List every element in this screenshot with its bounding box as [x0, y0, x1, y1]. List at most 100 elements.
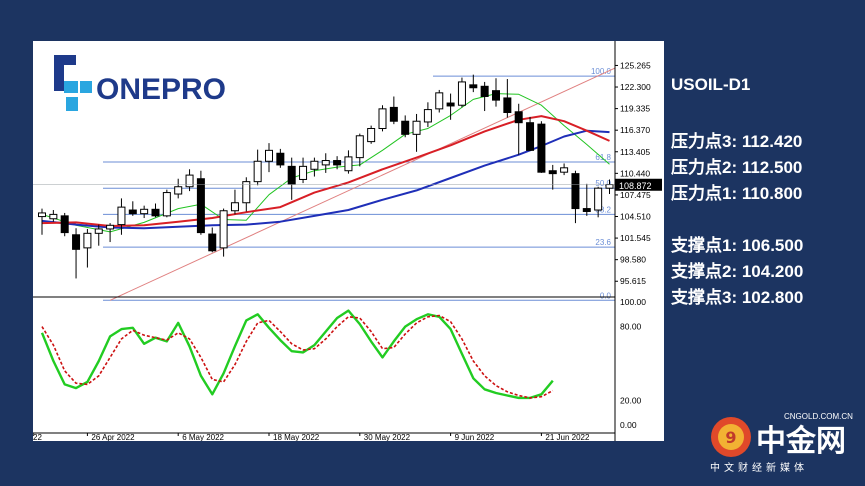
resistance-1: 压力点1: 110.800: [671, 184, 803, 203]
candle-bull: [435, 92, 444, 110]
time-tick-label: 9 Jun 2022: [455, 433, 495, 441]
price-pane: 100.0 61.8 50.0 38.2 23.6 0.0: [33, 67, 616, 301]
stochastic-tick-label: 100.00: [620, 297, 646, 307]
candle-bear: [469, 84, 478, 89]
support-2: 支撑点2: 104.200: [671, 262, 804, 281]
candle-bull: [321, 160, 330, 166]
svg-text:9: 9: [725, 428, 736, 447]
price-tick-label: 98.580: [620, 255, 646, 265]
candle-bull: [106, 224, 115, 230]
candle-bear: [196, 178, 205, 234]
candle-bear: [72, 234, 81, 250]
candle-bear: [526, 122, 535, 151]
chart-background: [33, 41, 664, 441]
candle-bull: [162, 192, 171, 217]
fib-level-label: 0.0: [600, 291, 612, 300]
candle-bear: [446, 102, 455, 107]
candle-bull: [605, 184, 614, 189]
fib-level-label: 38.2: [595, 205, 611, 214]
cngold-url: CNGOLD.COM.CN: [784, 412, 853, 421]
candle-bear: [571, 173, 580, 210]
candle-bear: [389, 106, 398, 122]
candle-bull: [38, 212, 46, 218]
candle-bear: [128, 209, 137, 215]
candle-bull: [367, 128, 376, 143]
stochastic-tick-label: 20.00: [620, 395, 642, 405]
candle-bull: [265, 149, 273, 162]
candle-bear: [514, 111, 523, 124]
price-tick-label: 107.475: [620, 190, 651, 200]
onepro-logo-icon: [54, 55, 92, 111]
fib-level-label: 61.8: [595, 153, 611, 162]
trendline: [109, 67, 616, 301]
stochastic-main-line: [40, 309, 554, 400]
price-tick-label: 104.510: [620, 212, 651, 222]
cngold-logo-icon: 9: [711, 417, 751, 457]
candle-bear: [537, 123, 546, 173]
candle-bull: [355, 135, 364, 159]
candle-bear: [401, 120, 410, 135]
candle-bull: [253, 160, 262, 183]
time-tick-label: 22: [33, 433, 42, 441]
onepro-logo: ONEPRO: [46, 53, 236, 117]
candle-bear: [151, 208, 160, 217]
support-3: 支撑点3: 102.800: [671, 288, 804, 307]
price-tick-label: 113.405: [620, 147, 650, 157]
resistance-3: 压力点3: 112.420: [671, 132, 803, 151]
candle-bull: [423, 109, 432, 123]
candle-bear: [548, 170, 557, 175]
candle-bull: [174, 186, 183, 195]
stochastic-tick-label: 80.00: [620, 322, 642, 332]
fib-level-label: 50.0: [595, 179, 611, 188]
stochastic-signal-line: [41, 314, 554, 399]
candle-bull: [185, 174, 194, 188]
axes: 108.872 125.265 122.300 119.335 116.370 113.4…: [33, 41, 662, 441]
price-tick-label: 122.300: [620, 82, 651, 92]
time-tick-label: 21 Jun 2022: [545, 433, 590, 441]
candle-bull: [344, 156, 353, 172]
candle-bull: [140, 208, 149, 215]
stochastic-tick-label: 0.00: [620, 420, 637, 430]
candle-bull: [117, 206, 126, 226]
current-price-label: 108.872: [619, 181, 652, 191]
candle-bull: [594, 187, 603, 211]
candle-bull: [412, 120, 421, 135]
candle-bear: [208, 233, 217, 252]
candle-bear: [276, 152, 285, 166]
fib-level-label: 100.0: [591, 67, 612, 76]
candle-bull: [94, 228, 103, 234]
cngold-watermark: 9 CNGOLD.COM.CN 中金网 中文财经新媒体: [708, 412, 858, 476]
candle-bull: [560, 167, 569, 173]
time-tick-label: 30 May 2022: [364, 433, 411, 441]
resistance-2: 压力点2: 112.500: [671, 158, 803, 177]
candle-bull: [219, 210, 228, 249]
price-tick-label: 95.615: [620, 276, 646, 286]
price-tick-label: 125.265: [620, 60, 651, 70]
candle-bear: [333, 160, 342, 166]
candle-bull: [83, 232, 92, 249]
time-tick-label: 26 Apr 2022: [91, 433, 135, 441]
chart-panel: 100.0 61.8 50.0 38.2 23.6 0.0 108.872 125.265 1…: [33, 41, 664, 441]
current-price-box: [615, 178, 662, 191]
time-tick-label: 18 May 2022: [273, 433, 320, 441]
candle-bear: [492, 90, 500, 101]
price-tick-label: 119.335: [620, 104, 650, 114]
candle-bull: [378, 108, 387, 130]
candle-bull: [49, 213, 58, 220]
candle-bear: [287, 165, 296, 185]
candle-bear: [503, 97, 512, 113]
candle-bull: [310, 160, 319, 170]
price-tick-label: 101.545: [620, 233, 651, 243]
candle-bull: [242, 181, 251, 204]
cngold-subtitle: 中文财经新媒体: [710, 463, 808, 474]
cngold-name: 中金网: [756, 424, 846, 459]
candle-bear: [480, 85, 489, 97]
candle-bull: [457, 81, 466, 106]
candle-bull: [299, 165, 308, 180]
price-tick-label: 116.370: [620, 125, 650, 135]
support-1: 支撑点1: 106.500: [671, 236, 804, 255]
fib-level-label: 23.6: [595, 238, 611, 247]
price-tick-label: 110.440: [620, 168, 650, 178]
ma-mid-line: [41, 115, 610, 227]
candlestick-chart: 100.061.850.038.223.60.0 108.872125.2651…: [33, 41, 664, 441]
